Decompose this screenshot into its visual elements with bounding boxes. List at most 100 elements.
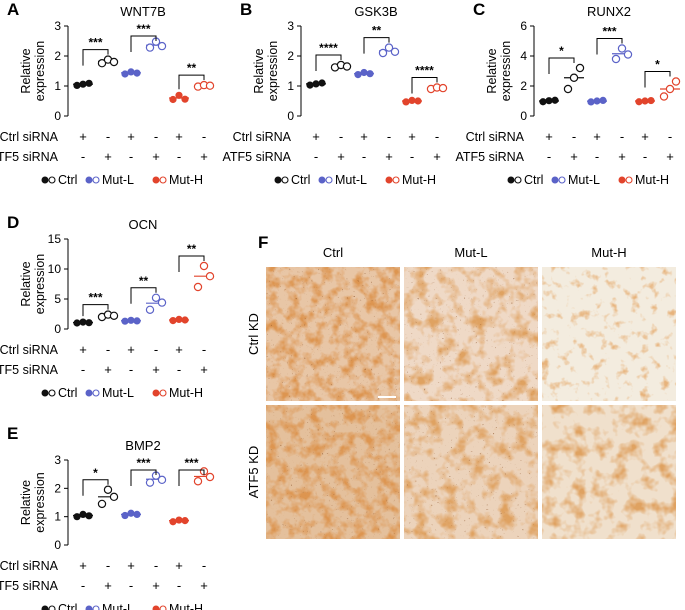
data-point	[611, 54, 621, 64]
data-point	[354, 70, 362, 79]
panel-title: OCN	[129, 217, 158, 232]
atf5-sirna-label: ATF5 siRNA	[222, 150, 291, 164]
atf5-sirna-sign: +	[104, 578, 112, 593]
legend-marker-open	[514, 176, 522, 184]
legend-marker-open	[558, 176, 566, 184]
legend-label: Ctrl	[291, 173, 310, 187]
atf5-sirna-sign: +	[104, 362, 112, 377]
significance-bracket	[548, 57, 575, 74]
panel-letter: C	[473, 0, 485, 19]
legend-marker-filled	[507, 176, 515, 184]
data-point	[366, 70, 374, 78]
ctrl-sirna-sign: +	[312, 129, 320, 144]
data-point	[438, 83, 448, 93]
legend-label: Mut-H	[402, 173, 436, 187]
data-point	[384, 43, 394, 52]
legend-marker-filled	[152, 389, 160, 397]
data-point	[575, 63, 585, 73]
data-point	[545, 97, 553, 105]
atf5-sirna-sign: +	[104, 149, 112, 164]
atf5-sirna-sign: +	[152, 578, 160, 593]
atf5-sirna-label: ATF5 siRNA	[0, 150, 59, 164]
significance-bracket	[130, 287, 157, 304]
ctrl-sirna-sign: -	[339, 129, 343, 144]
ctrl-sirna-label: Ctrl siRNA	[233, 130, 292, 144]
data-point	[79, 318, 87, 326]
ctrl-sirna-sign: +	[175, 129, 183, 144]
atf5-sirna-sign: -	[314, 149, 318, 164]
atf5-sirna-sign: -	[177, 578, 181, 593]
data-point	[181, 517, 189, 525]
significance-label: ***	[136, 22, 150, 36]
legend-marker-open	[48, 605, 56, 610]
ctrl-sirna-sign: +	[360, 129, 368, 144]
legend-label: Ctrl	[524, 173, 543, 187]
data-point	[79, 510, 87, 519]
data-point	[133, 69, 141, 77]
legend-marker-open	[159, 605, 167, 610]
data-point	[617, 44, 627, 53]
micrograph-column-label: Mut-L	[454, 245, 487, 260]
data-point	[121, 70, 129, 78]
legend-marker-open	[92, 176, 100, 184]
data-point	[109, 311, 119, 321]
y-axis-label: Relativeexpression	[485, 41, 513, 101]
y-tick-label: 1	[54, 510, 61, 524]
y-tick-label: 1	[287, 79, 294, 93]
legend-marker-open	[392, 176, 400, 184]
y-tick-label: 2	[287, 49, 294, 63]
data-point	[205, 272, 215, 281]
data-point	[79, 80, 87, 88]
y-tick-label: 1	[54, 79, 61, 93]
data-point	[539, 98, 547, 106]
data-point	[157, 41, 167, 51]
data-point	[133, 510, 141, 519]
significance-label: ***	[184, 456, 198, 470]
significance-bracket	[130, 469, 157, 486]
atf5-sirna-sign: +	[666, 149, 674, 164]
atf5-sirna-sign: +	[433, 149, 441, 164]
atf5-sirna-sign: -	[362, 149, 366, 164]
significance-bracket	[315, 54, 342, 71]
data-point	[599, 96, 607, 105]
ctrl-sirna-sign: -	[202, 342, 206, 357]
data-point	[306, 81, 314, 89]
atf5-sirna-sign: -	[81, 362, 85, 377]
legend-marker-open	[159, 176, 167, 184]
ctrl-sirna-sign: +	[593, 129, 601, 144]
atf5-sirna-sign: +	[200, 149, 208, 164]
legend-label: Ctrl	[58, 173, 77, 187]
data-point	[181, 316, 189, 324]
legend-marker-filled	[41, 389, 49, 397]
legend-label: Mut-L	[568, 173, 600, 187]
panel-letter: B	[240, 0, 252, 19]
data-point	[390, 47, 400, 57]
data-point	[175, 315, 183, 324]
data-point	[85, 79, 93, 87]
panel-letter: F	[258, 233, 268, 252]
significance-bracket	[178, 469, 205, 486]
panel-title: GSK3B	[354, 4, 397, 19]
y-axis-label: Relativeexpression	[19, 41, 47, 101]
y-tick-label: 0	[54, 109, 61, 123]
y-tick-label: 0	[520, 109, 527, 123]
data-point	[569, 73, 579, 82]
y-tick-label: 3	[54, 453, 61, 467]
data-point	[641, 97, 649, 105]
atf5-sirna-sign: +	[337, 149, 345, 164]
data-point	[151, 293, 161, 303]
legend-marker-filled	[41, 605, 49, 610]
data-point	[103, 485, 113, 494]
legend-marker-open	[625, 176, 633, 184]
data-point	[181, 95, 189, 103]
data-point	[665, 84, 675, 94]
significance-bracket	[82, 304, 109, 317]
panel-letter: A	[7, 0, 19, 19]
panel-title: RUNX2	[587, 4, 631, 19]
panel-letter: E	[7, 424, 18, 443]
legend-marker-filled	[41, 176, 49, 184]
atf5-sirna-sign: +	[570, 149, 578, 164]
ctrl-sirna-sign: +	[79, 342, 87, 357]
